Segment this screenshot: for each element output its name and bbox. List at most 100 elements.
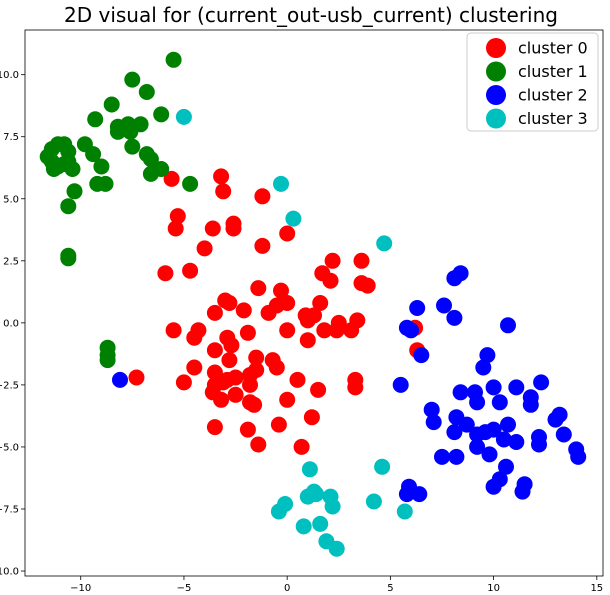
data-point: [533, 374, 550, 391]
data-point: [182, 175, 199, 192]
data-point: [124, 138, 141, 155]
data-point: [254, 188, 271, 205]
data-point: [60, 250, 77, 267]
data-point: [279, 225, 296, 242]
data-point: [299, 312, 316, 329]
data-point: [169, 208, 186, 225]
data-point: [273, 282, 289, 299]
data-point: [103, 96, 120, 113]
data-point: [221, 295, 238, 311]
data-point: [285, 210, 302, 227]
data-point: [215, 183, 232, 200]
data-point: [508, 434, 525, 450]
y-tick-label: −2.5: [0, 380, 19, 391]
legend-item: cluster 1: [486, 61, 588, 82]
data-point: [254, 237, 271, 254]
data-point: [485, 478, 502, 495]
y-tick-label: 10.0: [0, 70, 19, 81]
y-tick-label: 7.5: [3, 132, 19, 143]
data-point: [97, 175, 114, 192]
data-point: [324, 252, 341, 269]
data-point: [312, 295, 329, 311]
data-point: [547, 411, 564, 428]
data-point: [392, 376, 409, 393]
data-point: [99, 352, 116, 369]
data-point: [128, 369, 145, 386]
data-point: [359, 277, 376, 294]
data-point: [273, 175, 289, 192]
x-tick-label: −5: [177, 583, 192, 594]
legend-marker: [486, 61, 506, 82]
data-point: [165, 51, 182, 68]
legend-item: cluster 3: [486, 108, 588, 129]
plot-area: [39, 51, 587, 557]
data-point: [270, 503, 287, 520]
data-point: [322, 272, 339, 289]
data-point: [85, 146, 102, 163]
data-point: [60, 198, 77, 215]
data-point: [206, 419, 223, 436]
x-tick-label: 5: [387, 583, 393, 594]
legend-label: cluster 2: [518, 86, 588, 105]
data-point: [109, 123, 126, 140]
data-point: [310, 381, 327, 398]
data-point: [250, 280, 267, 297]
data-point: [248, 349, 265, 366]
y-tick-label: 0.0: [3, 318, 19, 329]
x-tick-label: 0: [284, 583, 290, 594]
data-point: [376, 235, 393, 252]
data-point: [153, 106, 170, 123]
legend-label: cluster 1: [518, 62, 588, 81]
data-point: [157, 265, 174, 282]
y-tick-label: −10.0: [0, 567, 19, 578]
data-point: [500, 317, 516, 334]
legend: cluster 0 cluster 1 cluster 2 cluster 3: [466, 32, 599, 132]
data-point: [142, 165, 159, 182]
legend-marker: [486, 38, 506, 58]
data-point: [353, 252, 370, 269]
data-point: [365, 493, 382, 510]
data-point: [479, 347, 496, 364]
data-point: [204, 220, 221, 237]
plot-frame: [24, 29, 604, 577]
data-point: [423, 401, 440, 418]
data-point: [268, 359, 285, 376]
data-point: [500, 416, 516, 433]
data-point: [293, 438, 310, 455]
data-point: [514, 483, 531, 500]
series-1: [39, 51, 199, 369]
data-point: [165, 322, 182, 339]
legend-item: cluster 2: [486, 85, 588, 105]
data-point: [409, 300, 426, 316]
data-point: [225, 220, 242, 237]
y-axis: −10.0 −7.5 −5.0 −2.5 0.0 2.5 5.0 7.5 10.0: [0, 70, 25, 578]
data-point: [175, 108, 192, 125]
data-point: [446, 424, 463, 441]
data-point: [448, 448, 465, 465]
data-point: [112, 371, 128, 388]
data-point: [498, 458, 514, 475]
data-point: [175, 374, 192, 391]
data-point: [452, 384, 469, 401]
data-point: [206, 304, 223, 321]
data-point: [508, 379, 525, 396]
data-point: [303, 409, 320, 426]
data-point: [481, 446, 498, 463]
data-point: [312, 515, 329, 532]
data-point: [196, 240, 213, 257]
data-point: [425, 414, 442, 431]
data-point: [491, 394, 508, 411]
data-point: [324, 498, 341, 515]
data-point: [163, 170, 180, 187]
data-point: [469, 438, 486, 455]
data-point: [182, 262, 199, 279]
data-point: [279, 322, 296, 339]
data-point: [522, 396, 539, 413]
data-point: [531, 429, 547, 445]
legend-label: cluster 3: [518, 109, 588, 128]
series-0: [128, 168, 426, 455]
data-point: [555, 426, 572, 443]
legend-marker: [486, 108, 506, 129]
data-point: [242, 376, 258, 393]
